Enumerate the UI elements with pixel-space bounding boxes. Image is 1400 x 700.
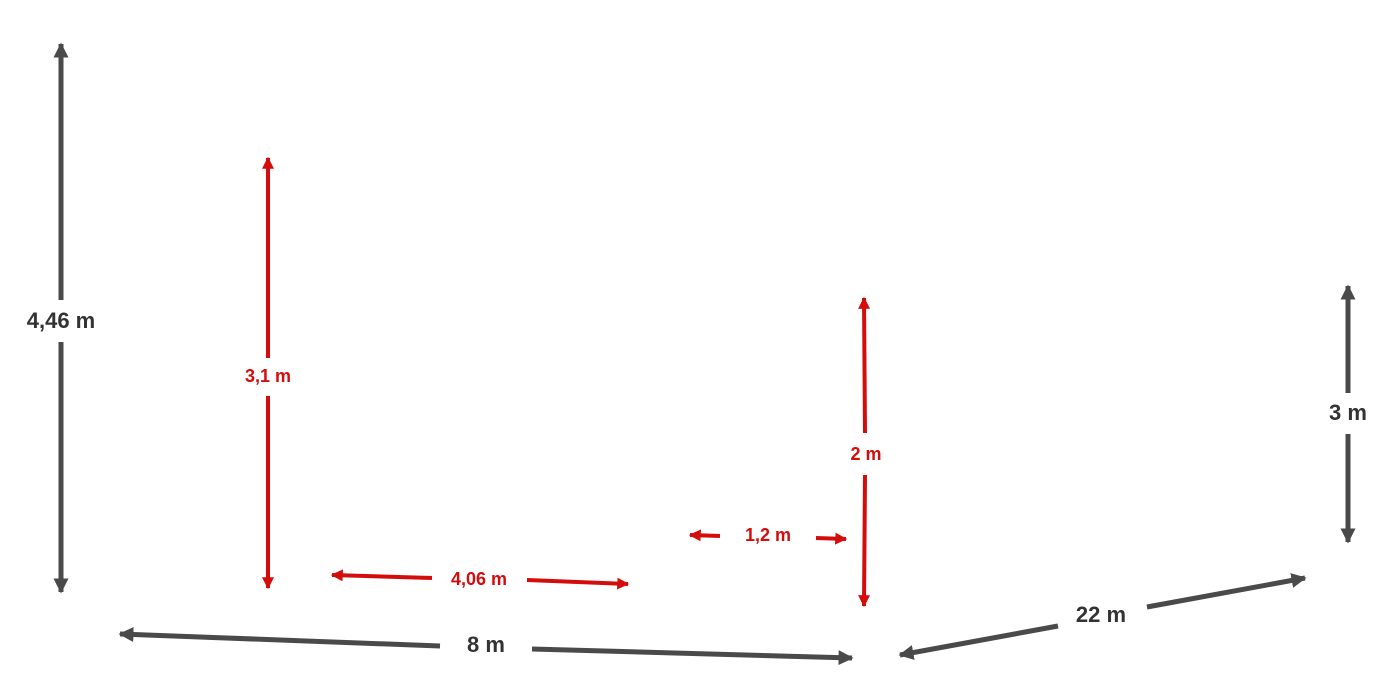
dimension-label-inner-height-right: 2 m — [850, 444, 881, 464]
dimension-arrow-inner-width-left — [330, 569, 433, 582]
dimension-arrow-inner-height-right-lower — [858, 474, 871, 608]
dimension-left-height: 4,46 m — [27, 42, 96, 594]
dimension-label-side-length: 22 m — [1076, 602, 1126, 627]
dimension-inner-height-right: 2 m — [850, 296, 882, 608]
dimension-arrow-inner-height-right — [858, 296, 871, 434]
dimension-arrow-small-width-left — [688, 529, 721, 542]
dimension-inner-height-left: 3,1 m — [245, 156, 291, 590]
dimension-label-inner-height-left: 3,1 m — [245, 366, 291, 386]
dimension-front-length: 8 m — [118, 627, 854, 666]
dimension-label-right-height: 3 m — [1329, 400, 1367, 425]
dimension-label-small-width: 1,2 m — [745, 525, 791, 545]
dimension-label-left-height: 4,46 m — [27, 308, 96, 333]
dimension-side-length: 22 m — [898, 573, 1307, 660]
dimension-label-inner-width: 4,06 m — [451, 569, 507, 589]
dimension-arrow-side-length-left — [898, 623, 1059, 660]
dimension-arrow-inner-width-right — [526, 577, 630, 590]
dimension-inner-width: 4,06 m — [330, 569, 630, 590]
dimension-small-width: 1,2 m — [688, 525, 848, 545]
dimension-arrow-small-width-right — [815, 532, 848, 545]
dimension-arrow-side-length-right — [1146, 573, 1307, 610]
dimension-arrow-front-length-right — [531, 646, 854, 666]
dimension-arrow-front-length-left — [118, 627, 441, 649]
dimension-label-front-length: 8 m — [467, 632, 505, 657]
dimension-right-height: 3 m — [1329, 284, 1367, 544]
